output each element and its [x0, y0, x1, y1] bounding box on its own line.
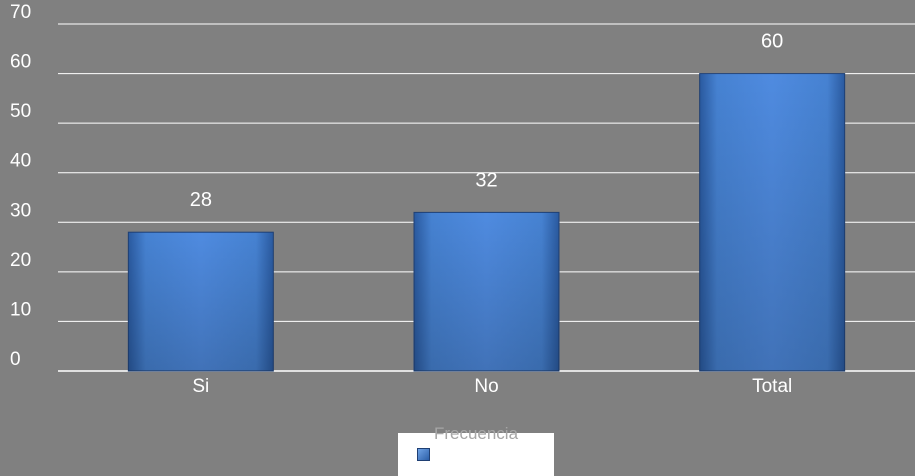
category-label: Total — [752, 376, 792, 397]
bar-shade — [128, 232, 274, 371]
bar-no — [413, 211, 560, 372]
category-label: No — [474, 376, 498, 397]
y-tick-label: 20 — [10, 250, 31, 271]
x-axis-category-labels: Si No Total — [192, 376, 792, 397]
data-labels: 28 32 60 — [190, 31, 784, 212]
bar-shade — [699, 73, 845, 372]
category-label: Si — [192, 376, 209, 397]
bar-si — [127, 231, 274, 372]
legend-series-label: Frecuencia — [433, 424, 519, 443]
data-label: 28 — [190, 189, 212, 211]
y-tick-label: 40 — [10, 151, 31, 172]
y-axis-tick-labels: 0 10 20 30 40 50 60 70 — [10, 2, 31, 370]
y-tick-label: 10 — [10, 299, 31, 320]
y-tick-label: 0 — [10, 349, 21, 370]
y-tick-label: 30 — [10, 200, 31, 221]
data-label: 60 — [761, 31, 783, 53]
y-tick-label: 60 — [10, 52, 31, 73]
y-tick-label: 50 — [10, 101, 31, 122]
bar-total — [699, 73, 846, 372]
y-tick-label: 70 — [10, 2, 31, 23]
bar-shade — [414, 212, 559, 371]
legend-swatch — [417, 448, 430, 461]
bars — [127, 73, 846, 372]
data-label: 32 — [475, 169, 497, 191]
